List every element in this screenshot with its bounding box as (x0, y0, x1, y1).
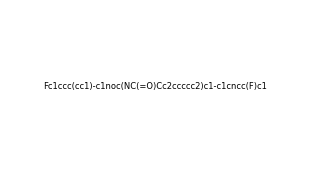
Text: Fc1ccc(cc1)-c1noc(NC(=O)Cc2ccccc2)c1-c1cncc(F)c1: Fc1ccc(cc1)-c1noc(NC(=O)Cc2ccccc2)c1-c1c… (44, 82, 267, 92)
